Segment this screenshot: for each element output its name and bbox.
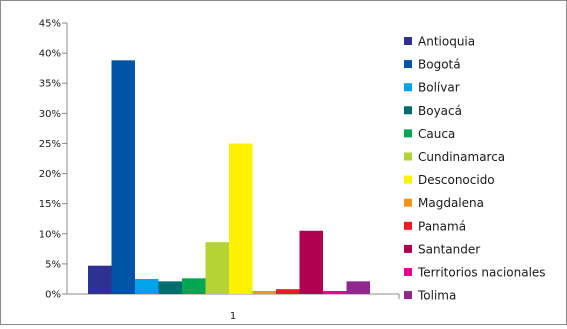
legend-swatch	[404, 198, 412, 207]
y-tick-label: 25%	[39, 139, 61, 150]
bar-bol-var	[135, 278, 159, 294]
legend-label: Santander	[418, 242, 480, 256]
legend-swatch	[404, 83, 412, 92]
y-tick-label: 20%	[39, 169, 61, 180]
legend-swatch	[404, 244, 412, 253]
y-tick-label: 40%	[39, 49, 61, 60]
y-tick-label: 15%	[39, 199, 61, 210]
bar-boyac-	[158, 281, 182, 294]
legend-label: Bogotá	[418, 58, 461, 72]
legend-swatch	[404, 175, 412, 184]
legend-swatch	[404, 268, 412, 276]
bar-panam-	[276, 289, 300, 294]
y-tick-label: 0%	[45, 290, 61, 301]
legend-label: Panamá	[418, 219, 466, 233]
bar-magdalena	[252, 290, 276, 294]
legend-swatch	[404, 291, 412, 300]
x-tick-label: 1	[230, 311, 236, 322]
legend-label: Territorios nacionales	[417, 266, 546, 280]
bar-bogot-	[111, 60, 135, 295]
bar-tolima	[346, 281, 370, 294]
bar-cundinamarca	[205, 242, 229, 294]
legend-swatch	[404, 152, 412, 161]
legend-label: Antioquia	[418, 35, 475, 49]
legend-label: Magdalena	[418, 196, 484, 210]
legend-label: Cauca	[418, 127, 455, 141]
y-tick-label: 45%	[39, 19, 61, 30]
legend-swatch	[404, 106, 412, 115]
bar-chart: 0% 5% 10% 15% 20% 25% 30% 35% 40% 45% 1 Antioquia B…	[39, 19, 546, 323]
bar-antioquia	[88, 265, 112, 294]
legend-label: Bolívar	[418, 81, 460, 95]
bar-territorios-nacionales	[323, 290, 347, 294]
legend-swatch	[404, 129, 412, 138]
y-tick-label: 30%	[39, 109, 61, 120]
y-tick-label: 5%	[45, 259, 61, 270]
legend: Antioquia Bogotá Bolívar Boyacá Cauca Cundina…	[404, 35, 546, 303]
legend-swatch	[404, 37, 412, 45]
bar-desconocido	[229, 143, 253, 294]
bar-santander	[299, 230, 323, 294]
legend-swatch	[404, 221, 412, 230]
legend-label: Desconocido	[418, 173, 495, 187]
legend-swatch	[404, 60, 412, 69]
legend-label: Cundinamarca	[418, 150, 505, 164]
y-tick-label: 35%	[39, 79, 61, 90]
legend-label: Boyacá	[418, 104, 462, 118]
legend-label: Tolima	[417, 289, 456, 303]
bars	[88, 60, 370, 295]
y-tick-label: 10%	[39, 229, 61, 240]
bar-cauca	[182, 278, 206, 294]
